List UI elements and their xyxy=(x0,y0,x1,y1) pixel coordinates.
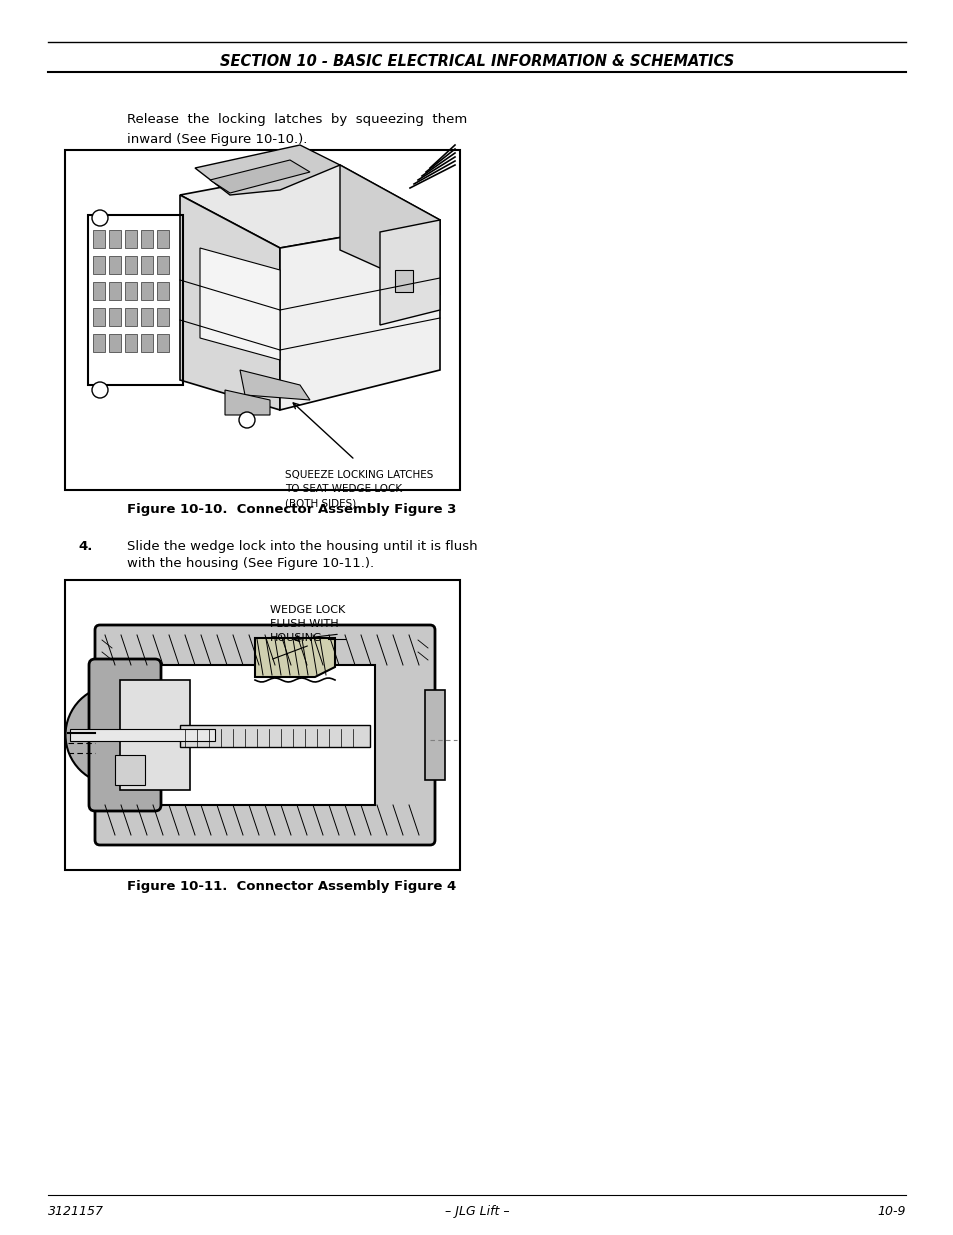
Circle shape xyxy=(91,210,108,226)
Text: Release  the  locking  latches  by  squeezing  them: Release the locking latches by squeezing… xyxy=(127,112,467,126)
Text: TO SEAT WEDGE LOCK: TO SEAT WEDGE LOCK xyxy=(285,484,402,494)
FancyBboxPatch shape xyxy=(89,659,161,811)
Bar xyxy=(92,282,105,300)
Text: Figure 10-10.  Connector Assembly Figure 3: Figure 10-10. Connector Assembly Figure … xyxy=(127,503,456,516)
Text: FLUSH WITH: FLUSH WITH xyxy=(270,619,338,629)
FancyBboxPatch shape xyxy=(95,625,435,845)
Bar xyxy=(157,256,169,274)
Bar xyxy=(115,755,145,785)
Polygon shape xyxy=(180,195,280,410)
Bar xyxy=(125,230,137,248)
Text: SQUEEZE LOCKING LATCHES: SQUEEZE LOCKING LATCHES xyxy=(285,471,433,480)
Bar xyxy=(141,282,152,300)
Polygon shape xyxy=(240,370,310,400)
Bar xyxy=(109,230,121,248)
Bar xyxy=(395,270,413,291)
Bar xyxy=(125,664,375,805)
Polygon shape xyxy=(379,220,439,325)
Text: – JLG Lift –: – JLG Lift – xyxy=(444,1205,509,1218)
Polygon shape xyxy=(210,161,310,193)
Bar xyxy=(157,282,169,300)
Bar xyxy=(65,149,459,490)
Bar xyxy=(125,333,137,352)
Bar xyxy=(141,256,152,274)
Bar xyxy=(141,308,152,326)
Polygon shape xyxy=(225,390,270,415)
Bar xyxy=(109,282,121,300)
Bar xyxy=(180,725,370,747)
Bar xyxy=(92,333,105,352)
Polygon shape xyxy=(280,220,439,410)
Text: with the housing (See Figure 10-11.).: with the housing (See Figure 10-11.). xyxy=(127,557,374,571)
Polygon shape xyxy=(339,165,439,295)
Bar xyxy=(70,729,214,741)
Bar xyxy=(92,256,105,274)
Text: 10-9: 10-9 xyxy=(877,1205,905,1218)
Bar xyxy=(109,333,121,352)
Text: HOUSING: HOUSING xyxy=(270,634,322,643)
Bar xyxy=(92,308,105,326)
Bar xyxy=(157,230,169,248)
Bar xyxy=(109,256,121,274)
Polygon shape xyxy=(254,638,335,677)
Bar xyxy=(141,230,152,248)
Text: (BOTH SIDES): (BOTH SIDES) xyxy=(285,498,355,508)
Bar xyxy=(109,308,121,326)
Bar xyxy=(92,230,105,248)
Bar xyxy=(88,215,183,385)
Circle shape xyxy=(239,412,254,429)
Bar xyxy=(125,256,137,274)
Bar xyxy=(65,580,459,869)
Wedge shape xyxy=(66,685,115,784)
Text: 4.: 4. xyxy=(78,540,92,553)
Text: Slide the wedge lock into the housing until it is flush: Slide the wedge lock into the housing un… xyxy=(127,540,477,553)
Bar xyxy=(141,333,152,352)
Text: Figure 10-11.  Connector Assembly Figure 4: Figure 10-11. Connector Assembly Figure … xyxy=(127,881,456,893)
Bar xyxy=(125,308,137,326)
Circle shape xyxy=(91,382,108,398)
Text: 3121157: 3121157 xyxy=(48,1205,104,1218)
Polygon shape xyxy=(200,248,280,359)
Polygon shape xyxy=(194,144,339,195)
Bar xyxy=(157,333,169,352)
Bar xyxy=(157,308,169,326)
Text: WEDGE LOCK: WEDGE LOCK xyxy=(270,605,345,615)
Text: SECTION 10 - BASIC ELECTRICAL INFORMATION & SCHEMATICS: SECTION 10 - BASIC ELECTRICAL INFORMATIO… xyxy=(219,54,734,69)
Bar xyxy=(120,680,190,790)
Bar xyxy=(125,282,137,300)
Bar xyxy=(424,690,444,781)
Polygon shape xyxy=(180,165,439,248)
Text: inward (See Figure 10-10.).: inward (See Figure 10-10.). xyxy=(127,133,307,146)
